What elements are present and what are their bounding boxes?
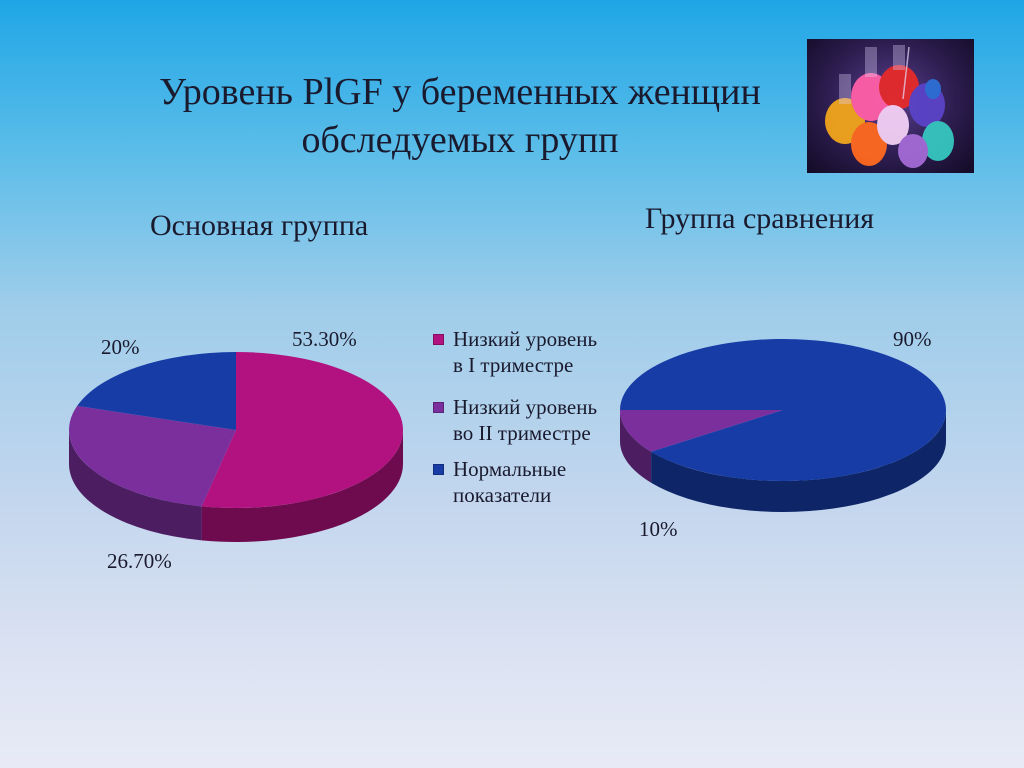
- pie-chart-main-group: [68, 352, 404, 542]
- legend-item-low-i: Низкий уровень в I триместре: [433, 326, 603, 378]
- legend-label-low-ii: Низкий уровень во II триместре: [453, 395, 598, 445]
- pie-slice-comparison-low-ii-side: [620, 410, 652, 483]
- legend-label-normal: Нормальные показатели: [453, 457, 567, 507]
- pie-slice-comparison-low-ii: [620, 410, 783, 452]
- data-label-comparison-low-ii: 10%: [639, 517, 678, 541]
- pie-slice-main-low-ii: [68, 405, 237, 507]
- pie-slice-comparison-normal-side: [651, 410, 946, 512]
- data-label-main-normal: 20%: [101, 335, 140, 359]
- data-label-main-low-ii: 26.70%: [107, 549, 172, 573]
- pie-chart-comparison-group: [620, 339, 946, 512]
- legend-item-normal: Нормальные показатели: [433, 456, 603, 508]
- chart-title-main-group: Основная группа: [150, 209, 369, 242]
- data-label-main-low-i: 53.30%: [292, 327, 357, 351]
- laboratory-flasks-image: [807, 39, 974, 173]
- pie-slice-main-low-ii-side: [69, 430, 202, 541]
- legend-swatch-low-i: [433, 334, 444, 345]
- pie-slice-comparison-normal: [620, 339, 946, 481]
- pie-slice-main-normal: [77, 352, 237, 430]
- legend-swatch-low-ii: [433, 402, 444, 413]
- legend-label-low-i: Низкий уровень в I триместре: [453, 327, 598, 377]
- legend-item-low-ii: Низкий уровень во II триместре: [433, 394, 603, 446]
- flasks-illustration: [825, 45, 954, 168]
- chart-title-comparison-group: Группа сравнения: [645, 202, 875, 235]
- chart-legend: Низкий уровень в I триместре Низкий уров…: [433, 326, 603, 524]
- pie-slice-main-low-i: [201, 352, 403, 508]
- data-label-comparison-normal: 90%: [893, 327, 932, 351]
- slide-title: Уровень PlGF у беременных женщин обследу…: [159, 71, 761, 161]
- legend-swatch-normal: [433, 464, 444, 475]
- pie-slice-main-low-i-side: [201, 430, 404, 542]
